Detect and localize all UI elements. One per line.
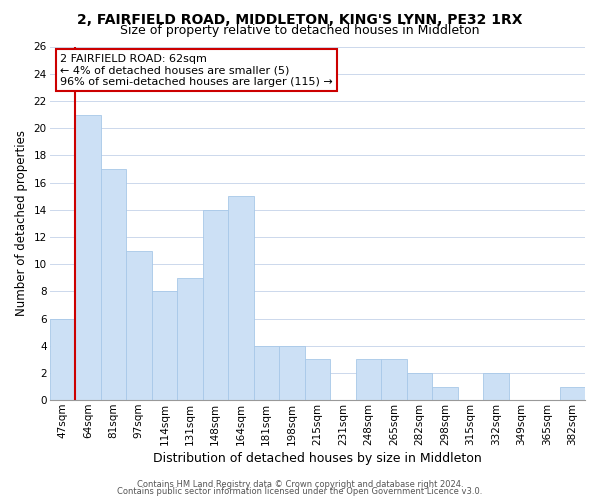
Bar [432,386,458,400]
Text: 2, FAIRFIELD ROAD, MIDDLETON, KING'S LYNN, PE32 1RX: 2, FAIRFIELD ROAD, MIDDLETON, KING'S LYN… [77,12,523,26]
Bar [560,386,585,400]
Text: Contains public sector information licensed under the Open Government Licence v3: Contains public sector information licen… [118,487,482,496]
Y-axis label: Number of detached properties: Number of detached properties [15,130,28,316]
Bar [203,210,228,400]
Bar [152,292,177,400]
Bar [228,196,254,400]
Bar [279,346,305,400]
Text: 2 FAIRFIELD ROAD: 62sqm
← 4% of detached houses are smaller (5)
96% of semi-deta: 2 FAIRFIELD ROAD: 62sqm ← 4% of detached… [60,54,333,87]
Bar [101,169,126,400]
Bar [254,346,279,400]
Bar [75,114,101,400]
Bar [305,360,330,400]
Bar [407,373,432,400]
Text: Contains HM Land Registry data © Crown copyright and database right 2024.: Contains HM Land Registry data © Crown c… [137,480,463,489]
X-axis label: Distribution of detached houses by size in Middleton: Distribution of detached houses by size … [153,452,482,465]
Bar [356,360,381,400]
Bar [483,373,509,400]
Bar [381,360,407,400]
Text: Size of property relative to detached houses in Middleton: Size of property relative to detached ho… [120,24,480,37]
Bar [177,278,203,400]
Bar [126,250,152,400]
Bar [50,318,75,400]
